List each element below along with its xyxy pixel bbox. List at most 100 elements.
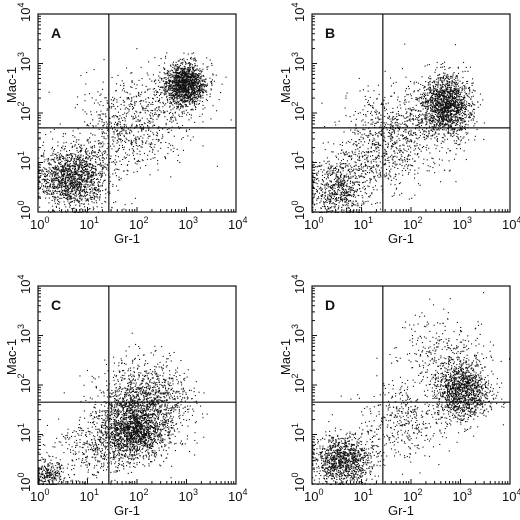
data-point: [178, 88, 180, 90]
data-point: [166, 72, 168, 74]
data-point: [58, 182, 60, 184]
data-point: [151, 80, 153, 82]
data-point: [441, 116, 443, 118]
data-point: [193, 57, 195, 59]
data-point: [91, 198, 93, 200]
data-point: [48, 159, 50, 161]
data-point: [189, 83, 191, 85]
data-point: [54, 200, 56, 202]
data-point: [206, 94, 208, 96]
data-point: [43, 167, 45, 169]
data-point: [182, 107, 184, 109]
data-point: [152, 139, 154, 141]
data-point: [196, 91, 198, 93]
data-point: [206, 85, 208, 87]
data-point: [462, 102, 464, 104]
data-point: [58, 163, 60, 165]
data-point: [97, 184, 99, 186]
data-point: [83, 171, 85, 173]
data-point: [77, 200, 79, 202]
data-point: [345, 198, 347, 200]
data-point: [177, 60, 179, 62]
data-point: [45, 197, 47, 199]
data-point: [448, 91, 450, 93]
data-point: [327, 199, 329, 201]
data-point: [102, 190, 104, 192]
data-point: [196, 65, 198, 67]
data-point: [348, 178, 350, 180]
data-point: [176, 91, 178, 93]
data-point: [180, 106, 182, 108]
data-point: [165, 87, 167, 89]
data-point: [192, 96, 194, 98]
data-point: [429, 99, 431, 101]
data-point: [92, 174, 94, 176]
data-point: [144, 108, 146, 110]
data-point: [191, 73, 193, 75]
data-point: [67, 188, 69, 190]
data-point: [93, 168, 95, 170]
data-point: [363, 185, 365, 187]
data-point: [74, 181, 76, 183]
data-point: [196, 75, 198, 77]
data-point: [345, 195, 347, 197]
data-point: [76, 104, 78, 106]
data-point: [117, 189, 119, 191]
data-point: [451, 76, 453, 78]
data-point: [321, 188, 323, 190]
data-point: [426, 110, 428, 112]
data-point: [162, 112, 164, 114]
data-point: [80, 188, 82, 190]
data-point: [340, 174, 342, 176]
data-point: [67, 198, 69, 200]
data-point: [183, 69, 185, 71]
data-point: [166, 52, 168, 54]
data-point: [172, 76, 174, 78]
data-point: [144, 110, 146, 112]
data-point: [101, 203, 103, 205]
data-point: [82, 172, 84, 174]
data-point: [118, 118, 120, 120]
data-point: [70, 185, 72, 187]
data-point: [133, 157, 135, 159]
data-point: [444, 95, 446, 97]
data-point: [182, 101, 184, 103]
data-point: [176, 99, 178, 101]
data-point: [114, 114, 116, 116]
data-point: [135, 110, 137, 112]
data-point: [318, 165, 320, 167]
data-point: [61, 184, 63, 186]
data-point: [352, 200, 354, 202]
data-point: [176, 87, 178, 89]
data-point: [427, 88, 429, 90]
data-point: [339, 189, 341, 191]
data-point: [177, 76, 179, 78]
data-point: [123, 130, 125, 132]
y-tick-label: 103: [16, 52, 33, 71]
data-point: [61, 186, 63, 188]
data-point: [105, 174, 107, 176]
data-point: [450, 113, 452, 115]
data-point: [68, 168, 70, 170]
data-point: [185, 75, 187, 77]
data-point: [174, 78, 176, 80]
data-point: [444, 78, 446, 80]
data-point: [361, 203, 363, 205]
data-point: [181, 100, 183, 102]
data-point: [54, 166, 56, 168]
data-point: [195, 80, 197, 82]
data-point: [316, 174, 318, 176]
data-point: [91, 184, 93, 186]
data-point: [89, 155, 91, 157]
data-point: [443, 120, 445, 122]
data-point: [72, 187, 74, 189]
data-point: [200, 95, 202, 97]
data-point: [156, 91, 158, 93]
data-point: [114, 129, 116, 131]
data-point: [147, 133, 149, 135]
data-point: [88, 166, 90, 168]
data-point: [77, 181, 79, 183]
data-point: [73, 178, 75, 180]
data-point: [75, 191, 77, 193]
data-point: [337, 182, 339, 184]
